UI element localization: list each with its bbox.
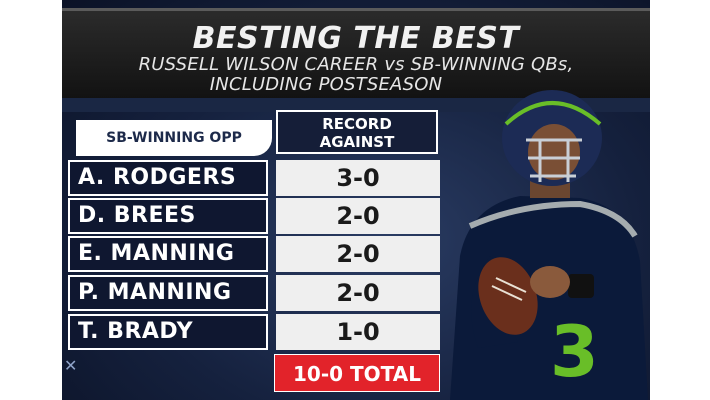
right-frame <box>650 0 710 400</box>
jersey-shoulder-trim <box>468 200 638 238</box>
broadcast-graphic: BESTING THE BEST RUSSELL WILSON CAREER v… <box>62 0 650 400</box>
opponent-name: D. BREES <box>68 198 268 234</box>
record-value: 2-0 <box>276 236 440 272</box>
graphic-header: BESTING THE BEST RUSSELL WILSON CAREER v… <box>62 8 650 99</box>
football-icon <box>478 257 538 335</box>
watermark-x-icon: ✕ <box>64 356 78 375</box>
facemask <box>526 138 582 182</box>
graphic-title: BESTING THE BEST <box>192 21 520 56</box>
wristband <box>568 274 594 298</box>
table-row: A. RODGERS 3-0 <box>68 160 440 196</box>
graphic-subtitle-line2: INCLUDING POSTSEASON <box>209 74 443 95</box>
table-row: D. BREES 2-0 <box>68 198 440 234</box>
opponent-column-header: SB-WINNING OPP <box>76 120 272 156</box>
record-value: 1-0 <box>276 314 440 350</box>
opponent-name: T. BRADY <box>68 314 268 350</box>
record-value: 2-0 <box>276 275 440 311</box>
jersey-number: 3 <box>550 311 599 393</box>
record-column-header-label: RECORD AGAINST <box>319 115 395 151</box>
table-row: P. MANNING 2-0 <box>68 275 440 311</box>
table-row: T. BRADY 1-0 <box>68 314 440 350</box>
opponent-name: E. MANNING <box>68 236 268 272</box>
total-record-badge: 10-0 TOTAL <box>274 354 440 392</box>
table-row: E. MANNING 2-0 <box>68 236 440 272</box>
record-column-header: RECORD AGAINST <box>276 110 438 154</box>
divider-band <box>62 98 650 112</box>
jersey-shape <box>450 196 648 400</box>
left-frame <box>0 0 62 400</box>
player-image: 3 <box>450 90 648 400</box>
record-value: 3-0 <box>276 160 440 196</box>
opponent-name: P. MANNING <box>68 275 268 311</box>
graphic-subtitle-line1: RUSSELL WILSON CAREER vs SB-WINNING QBs, <box>138 54 574 75</box>
opponent-name: A. RODGERS <box>68 160 268 196</box>
record-value: 2-0 <box>276 198 440 234</box>
